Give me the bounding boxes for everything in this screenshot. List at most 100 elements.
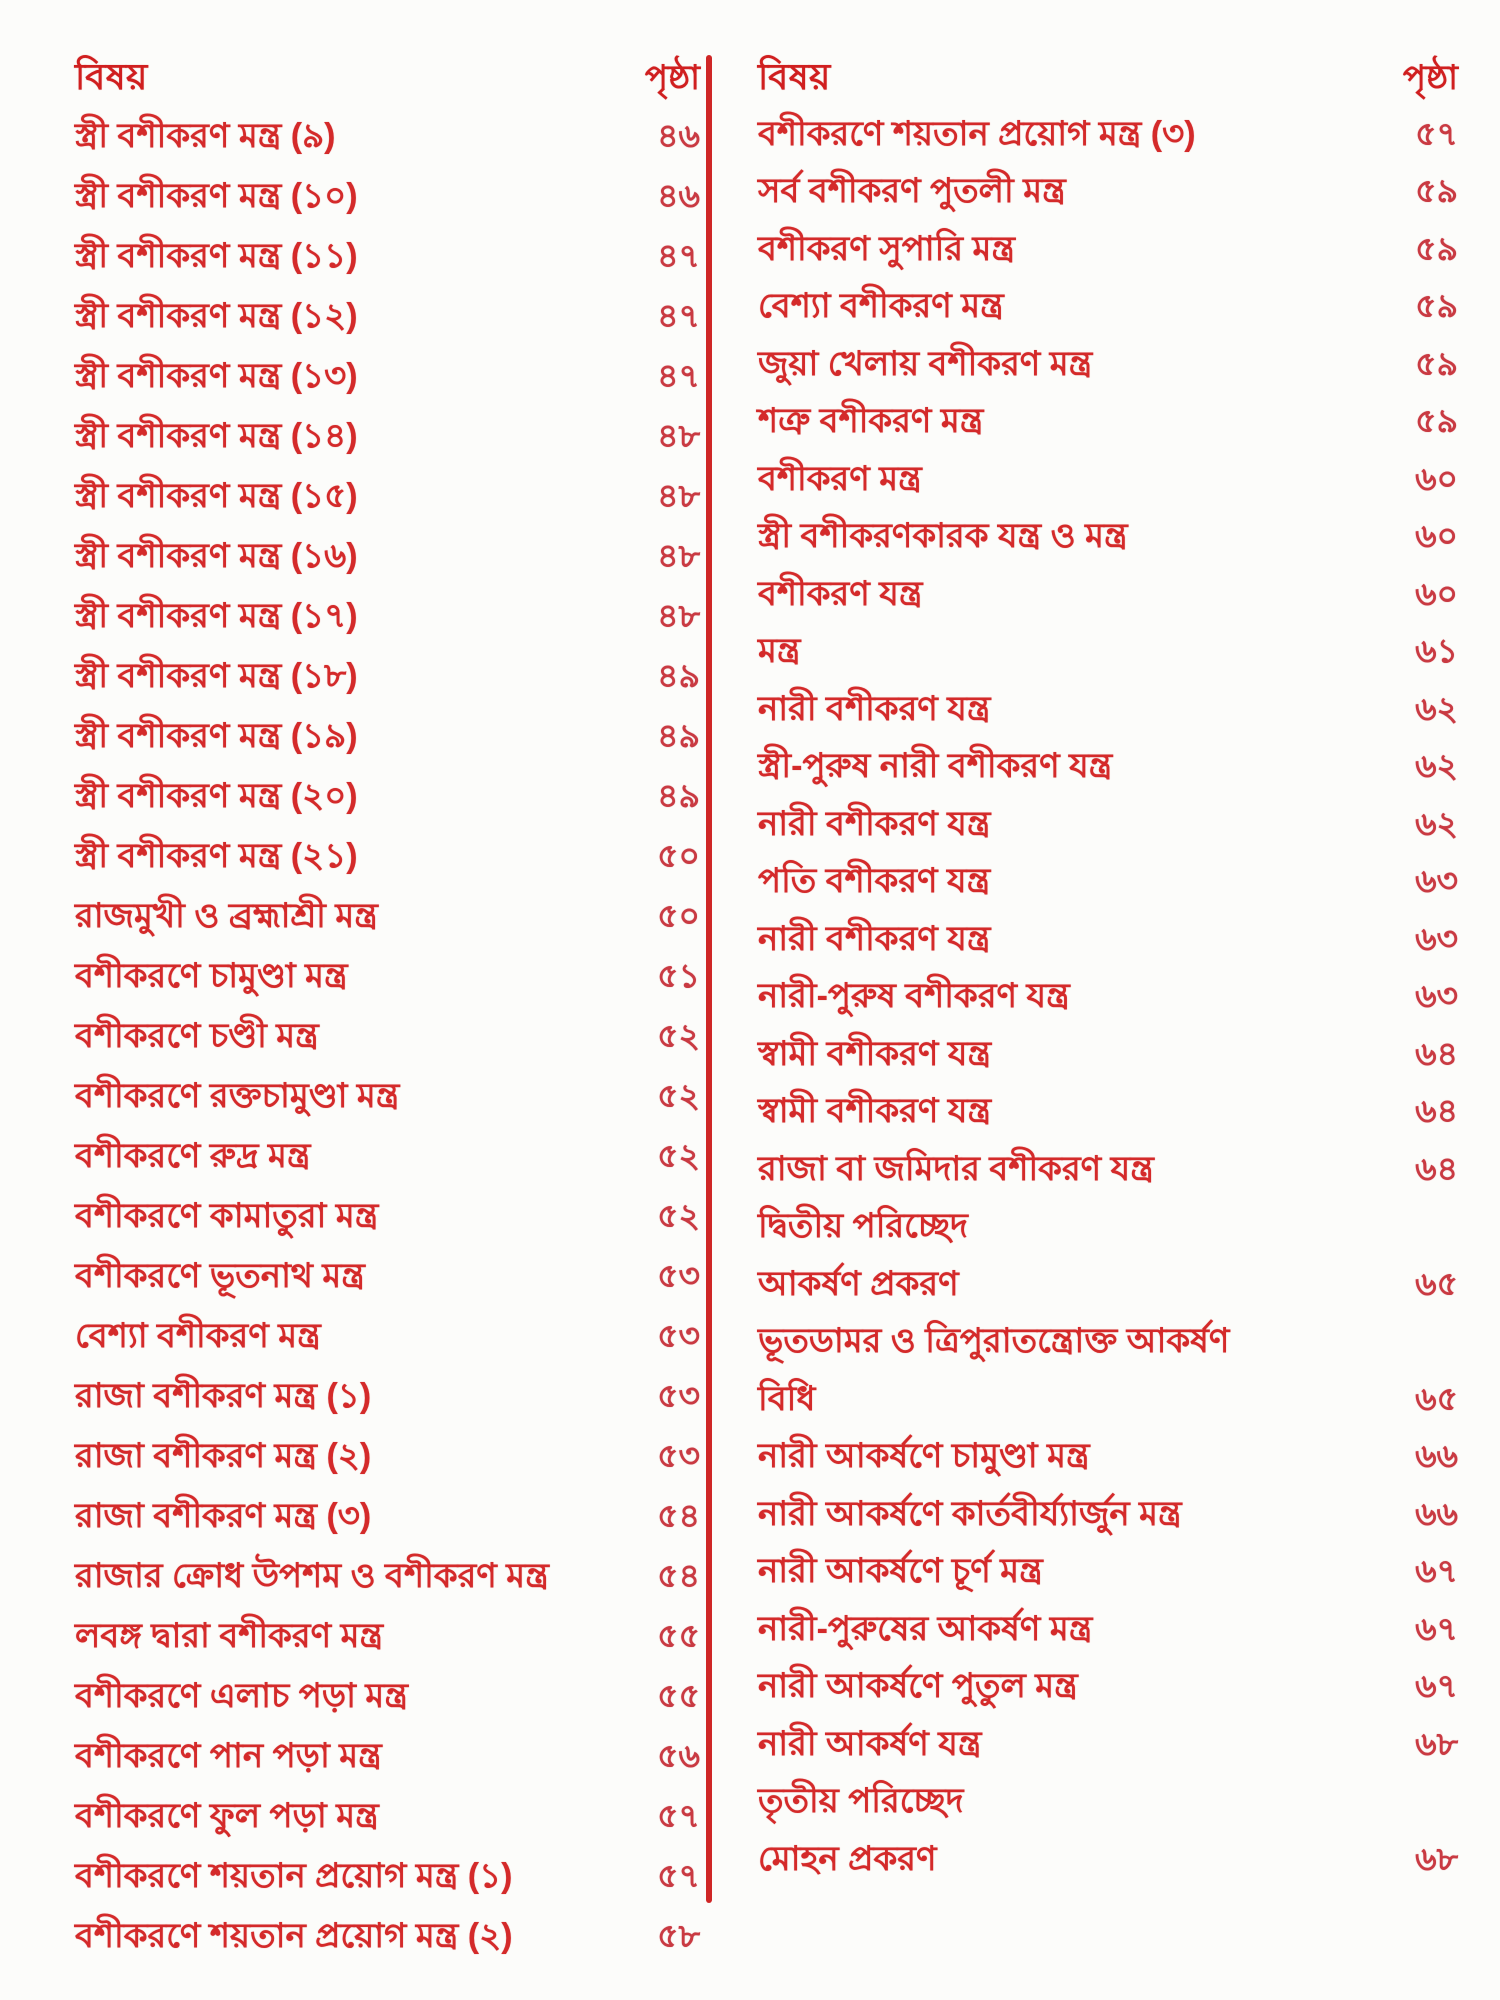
toc-entry-page: ৫১ bbox=[657, 957, 700, 994]
toc-row: নারী আকর্ষণে চামুণ্ডা মন্ত্র ৬৬ bbox=[758, 1430, 1458, 1488]
toc-row: বশীকরণ সুপারি মন্ত্র ৫৯ bbox=[758, 223, 1458, 281]
toc-row: স্ত্রী বশীকরণ মন্ত্র (৯) ৪৬ bbox=[75, 110, 700, 170]
toc-entry-page: ৪৯ bbox=[657, 717, 700, 754]
toc-entry-page: ৫২ bbox=[657, 1137, 700, 1174]
toc-entry-page: ৬৭ bbox=[1415, 1552, 1458, 1589]
toc-entry-title: স্ত্রী বশীকরণকারক যন্ত্র ও মন্ত্র bbox=[758, 517, 1128, 555]
toc-row: স্ত্রী বশীকরণ মন্ত্র (১৫) ৪৮ bbox=[75, 470, 700, 530]
toc-entry-title: স্ত্রী বশীকরণ মন্ত্র (১২) bbox=[75, 297, 358, 335]
toc-entry-page: ৬৮ bbox=[1415, 1724, 1458, 1762]
toc-entry-page: ৪৯ bbox=[657, 777, 700, 814]
toc-row: স্ত্রী বশীকরণ মন্ত্র (২০) ৪৯ bbox=[75, 770, 700, 830]
toc-row: রাজা বশীকরণ মন্ত্র (১) ৫৩ bbox=[75, 1370, 700, 1430]
toc-row: স্ত্রী বশীকরণকারক যন্ত্র ও মন্ত্র ৬০ bbox=[758, 510, 1458, 568]
toc-entry-title: বশীকরণে ভূতনাথ মন্ত্র bbox=[75, 1257, 365, 1295]
toc-entry-page: ৪৭ bbox=[657, 297, 700, 334]
toc-entry-title: লবঙ্গ দ্বারা বশীকরণ মন্ত্র bbox=[75, 1617, 384, 1655]
toc-row: বশীকরণে ফুল পড়া মন্ত্র ৫৭ bbox=[75, 1790, 700, 1850]
toc-entry-title: নারী-পুরুষের আকর্ষণ মন্ত্র bbox=[758, 1609, 1093, 1648]
toc-entry-page: ৬২ bbox=[1415, 689, 1458, 727]
toc-entry-title: রাজা বা জমিদার বশীকরণ যন্ত্র bbox=[758, 1149, 1154, 1188]
toc-entry-title: নারী বশীকরণ যন্ত্র bbox=[758, 804, 991, 843]
toc-entry-page: ৬৬ bbox=[1415, 1437, 1458, 1474]
page-header-label: পৃষ্ঠা bbox=[644, 59, 700, 97]
toc-row: স্ত্রী বশীকরণ মন্ত্র (১০) ৪৬ bbox=[75, 170, 700, 230]
toc-row: বশীকরণে রুদ্র মন্ত্র ৫২ bbox=[75, 1130, 700, 1190]
toc-row: নারী-পুরুষ বশীকরণ যন্ত্র ৬৩ bbox=[758, 970, 1458, 1028]
toc-row: বিধি ৬৫ bbox=[758, 1373, 1458, 1431]
toc-entry-page: ৬০ bbox=[1415, 517, 1458, 554]
toc-entry-title: নারী আকর্ষণে চূর্ণ মন্ত্র bbox=[758, 1552, 1043, 1590]
toc-entry-page: ৪৮ bbox=[657, 417, 700, 454]
toc-entry-title: সর্ব বশীকরণ পুতলী মন্ত্র bbox=[758, 172, 1066, 210]
toc-entry-page: ৪৮ bbox=[657, 477, 700, 514]
toc-entry-page: ৫২ bbox=[657, 1197, 700, 1234]
toc-row: মোহন প্রকরণ ৬৮ bbox=[758, 1833, 1458, 1891]
toc-row: মন্ত্র ৬১ bbox=[758, 625, 1458, 683]
toc-entry-page: ৫৪ bbox=[657, 1557, 700, 1594]
toc-entry-title: বশীকরণে পান পড়া মন্ত্র bbox=[75, 1737, 382, 1775]
toc-entry-page: ৪৭ bbox=[657, 237, 700, 274]
toc-entry-title: স্ত্রী বশীকরণ মন্ত্র (১০) bbox=[75, 177, 358, 215]
toc-row: স্ত্রী বশীকরণ মন্ত্র (১৮) ৪৯ bbox=[75, 650, 700, 710]
toc-entry-title: নারী আকর্ষণে চামুণ্ডা মন্ত্র bbox=[758, 1437, 1090, 1475]
toc-row: স্ত্রী বশীকরণ মন্ত্র (১২) ৪৭ bbox=[75, 290, 700, 350]
toc-entry-page: ৫০ bbox=[657, 837, 700, 874]
toc-row: রাজা বশীকরণ মন্ত্র (২) ৫৩ bbox=[75, 1430, 700, 1490]
toc-entry-page: ৫৯ bbox=[1415, 344, 1458, 382]
toc-row: বশীকরণে শয়তান প্রয়োগ মন্ত্র (৩) ৫৭ bbox=[758, 108, 1458, 166]
toc-column-right: বিষয় পৃষ্ঠা বশীকরণে শয়তান প্রয়োগ মন্ত… bbox=[758, 50, 1458, 1890]
toc-row: রাজা বা জমিদার বশীকরণ যন্ত্র ৬৪ bbox=[758, 1143, 1458, 1201]
toc-entry-page: ৬৭ bbox=[1415, 1667, 1458, 1704]
toc-entry-title: রাজা বশীকরণ মন্ত্র (৩) bbox=[75, 1497, 372, 1535]
toc-row: বশীকরণ মন্ত্র ৬০ bbox=[758, 453, 1458, 511]
toc-entry-title: রাজার ক্রোধ উপশম ও বশীকরণ মন্ত্র bbox=[75, 1557, 549, 1595]
toc-entry-title: স্ত্রী বশীকরণ মন্ত্র (১৬) bbox=[75, 537, 358, 575]
toc-entry-page: ৬৭ bbox=[1415, 1609, 1458, 1647]
toc-entry-title: নারী-পুরুষ বশীকরণ যন্ত্র bbox=[758, 977, 1070, 1015]
toc-entry-page: ৫৫ bbox=[657, 1617, 700, 1654]
toc-entry-title: বশীকরণ মন্ত্র bbox=[758, 459, 922, 498]
toc-entry-title: নারী আকর্ষণে কার্তবীর্য্যার্জুন মন্ত্র bbox=[758, 1494, 1182, 1533]
toc-entry-title: বেশ্যা বশীকরণ মন্ত্র bbox=[758, 287, 1004, 325]
toc-row: জুয়া খেলায় বশীকরণ মন্ত্র ৫৯ bbox=[758, 338, 1458, 396]
toc-row: রাজমুখী ও ব্রহ্মাশ্রী মন্ত্র ৫০ bbox=[75, 890, 700, 950]
toc-entry-page: ৬২ bbox=[1415, 804, 1458, 842]
toc-column-header: বিষয় পৃষ্ঠা bbox=[75, 50, 700, 110]
toc-row: ভূতডামর ও ত্রিপুরাতন্ত্রোক্ত আকর্ষণ bbox=[758, 1315, 1458, 1373]
toc-row: রাজার ক্রোধ উপশম ও বশীকরণ মন্ত্র ৫৪ bbox=[75, 1550, 700, 1610]
toc-entry-page: ৫৭ bbox=[1415, 114, 1458, 152]
toc-row: স্ত্রী বশীকরণ মন্ত্র (১৪) ৪৮ bbox=[75, 410, 700, 470]
toc-row: স্ত্রী বশীকরণ মন্ত্র (১৩) ৪৭ bbox=[75, 350, 700, 410]
toc-entry-title: নারী আকর্ষণে পুতুল মন্ত্র bbox=[758, 1667, 1078, 1705]
toc-row: বশীকরণে রক্তচামুণ্ডা মন্ত্র ৫২ bbox=[75, 1070, 700, 1130]
toc-row: স্ত্রী বশীকরণ মন্ত্র (২১) ৫০ bbox=[75, 830, 700, 890]
toc-entry-page: ৬২ bbox=[1415, 747, 1458, 784]
toc-row: বশীকরণে কামাতুরা মন্ত্র ৫২ bbox=[75, 1190, 700, 1250]
toc-row: বশীকরণ যন্ত্র ৬০ bbox=[758, 568, 1458, 626]
toc-row: নারী আকর্ষণে কার্তবীর্য্যার্জুন মন্ত্র ৬৬ bbox=[758, 1488, 1458, 1546]
toc-entry-title: বশীকরণে শয়তান প্রয়োগ মন্ত্র (২) bbox=[75, 1917, 513, 1955]
toc-row: পতি বশীকরণ যন্ত্র ৬৩ bbox=[758, 855, 1458, 913]
toc-row: বশীকরণে এলাচ পড়া মন্ত্র ৫৫ bbox=[75, 1670, 700, 1730]
toc-entry-title: স্ত্রী বশীকরণ মন্ত্র (১৪) bbox=[75, 417, 358, 455]
toc-column-header: বিষয় পৃষ্ঠা bbox=[758, 50, 1458, 108]
toc-row: স্ত্রী বশীকরণ মন্ত্র (১১) ৪৭ bbox=[75, 230, 700, 290]
toc-entry-title: স্বামী বশীকরণ যন্ত্র bbox=[758, 1092, 992, 1130]
subject-header-label: বিষয় bbox=[758, 56, 831, 97]
toc-entry-page: ৫৭ bbox=[657, 1797, 700, 1834]
toc-row: বশীকরণে পান পড়া মন্ত্র ৫৬ bbox=[75, 1730, 700, 1790]
toc-entry-title: স্ত্রী বশীকরণ মন্ত্র (২০) bbox=[75, 777, 358, 815]
toc-entry-title: স্ত্রী বশীকরণ মন্ত্র (১৫) bbox=[75, 477, 358, 515]
toc-entry-page: ৬৩ bbox=[1415, 919, 1458, 957]
toc-row: আকর্ষণ প্রকরণ ৬৫ bbox=[758, 1258, 1458, 1316]
toc-entry-page: ৬১ bbox=[1415, 632, 1458, 669]
toc-entry-page: ৪৬ bbox=[657, 117, 700, 154]
toc-row: স্ত্রী বশীকরণ মন্ত্র (১৭) ৪৮ bbox=[75, 590, 700, 650]
toc-row: বশীকরণে শয়তান প্রয়োগ মন্ত্র (১) ৫৭ bbox=[75, 1850, 700, 1910]
toc-entry-page: ৬৪ bbox=[1415, 1092, 1458, 1129]
toc-row: নারী-পুরুষের আকর্ষণ মন্ত্র ৬৭ bbox=[758, 1603, 1458, 1661]
toc-entry-page: ৫৯ bbox=[1415, 287, 1458, 324]
toc-entry-page: ৫৩ bbox=[657, 1317, 700, 1354]
toc-entry-title: স্ত্রী বশীকরণ মন্ত্র (১৭) bbox=[75, 597, 358, 635]
